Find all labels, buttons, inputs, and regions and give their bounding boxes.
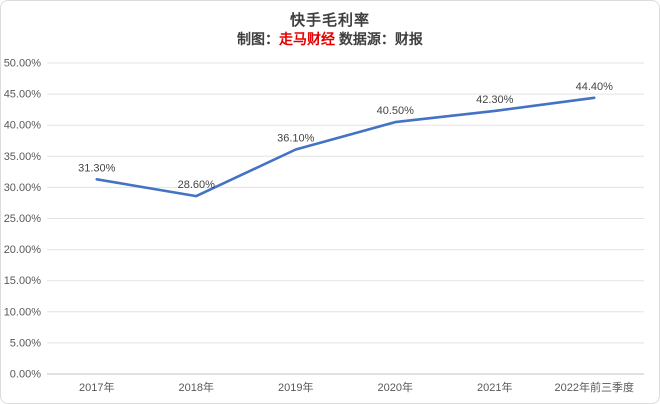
- subtitle-brand: 走马财经: [279, 31, 336, 47]
- x-tick-label: 2020年: [378, 380, 413, 394]
- subtitle-prefix: 制图：: [237, 31, 280, 47]
- y-tick-label: 50.00%: [4, 58, 42, 70]
- series-line: [95, 96, 596, 198]
- data-point-label: 44.40%: [576, 81, 614, 93]
- chart-subtitle: 制图：走马财经 数据源：财报: [1, 29, 659, 49]
- chart-title: 快手毛利率: [289, 12, 370, 29]
- y-tick-label: 35.00%: [4, 151, 42, 163]
- data-point-label: 40.50%: [377, 105, 415, 117]
- y-tick-label: 10.00%: [4, 306, 42, 318]
- y-tick-label: 45.00%: [4, 89, 42, 101]
- y-tick-label: 20.00%: [4, 244, 42, 256]
- y-tick-label: 0.00%: [10, 369, 41, 381]
- x-tick-label: 2019年: [278, 380, 313, 394]
- x-tick-label: 2018年: [179, 380, 214, 394]
- y-tick-label: 15.00%: [4, 275, 42, 287]
- x-tick-label: 2021年: [477, 380, 512, 394]
- y-tick-label: 30.00%: [4, 182, 42, 194]
- data-point-label: 31.30%: [78, 162, 116, 174]
- x-tick-label: 2017年: [79, 380, 114, 394]
- data-point-label: 28.60%: [178, 179, 216, 191]
- x-tick-label: 2022年前三季度: [555, 380, 634, 394]
- data-point-label: 36.10%: [277, 132, 315, 144]
- y-tick-label: 40.00%: [4, 120, 42, 132]
- y-tick-label: 25.00%: [4, 213, 42, 225]
- y-tick-label: 5.00%: [10, 337, 41, 349]
- subtitle-suffix: 数据源：财报: [335, 31, 423, 47]
- data-point-label: 42.30%: [476, 94, 514, 106]
